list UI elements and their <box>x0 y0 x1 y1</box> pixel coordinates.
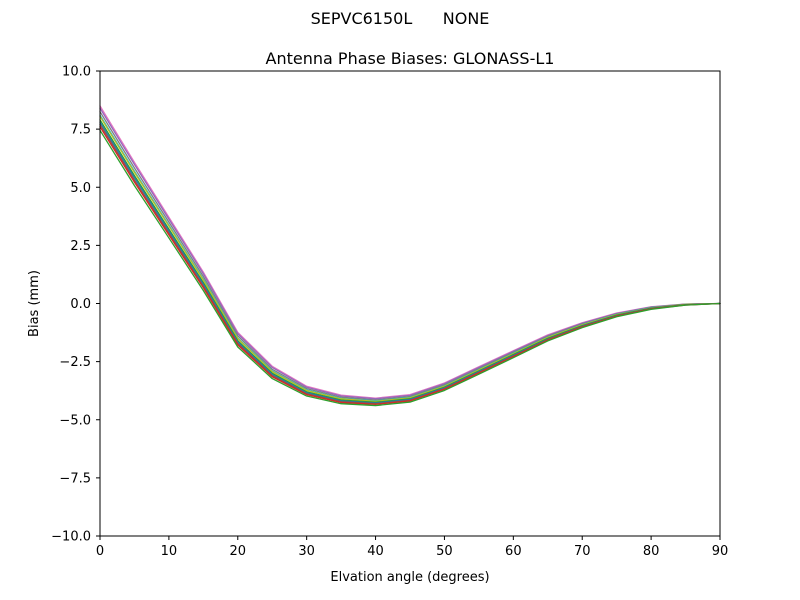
plot-border <box>99 70 721 537</box>
x-tick-label: 0 <box>96 544 104 559</box>
x-tick-label: 30 <box>298 544 315 559</box>
x-axis-label: Elvation angle (degrees) <box>330 570 489 585</box>
y-tick-label: 0.0 <box>70 297 91 312</box>
y-tick-label: 10.0 <box>62 65 91 80</box>
y-tick-label: −10.0 <box>51 530 91 545</box>
y-tick-label: 5.0 <box>70 181 91 196</box>
y-tick-label: 2.5 <box>70 239 91 254</box>
series-line-05 <box>99 115 721 403</box>
series-line-10 <box>99 129 721 407</box>
series-line-02 <box>99 107 721 400</box>
x-tick-label: 90 <box>712 544 729 559</box>
x-tick-label: 10 <box>161 544 178 559</box>
x-tick-label: 70 <box>574 544 591 559</box>
x-tick-label: 20 <box>230 544 247 559</box>
x-tick-label: 40 <box>367 544 384 559</box>
series-line-01 <box>99 105 721 399</box>
x-tick-label: 60 <box>505 544 522 559</box>
x-tick-label: 50 <box>436 544 453 559</box>
x-tick-label: 80 <box>643 544 660 559</box>
figure-suptitle: SEPVC6150L NONE <box>310 9 490 28</box>
y-tick-label: −7.5 <box>59 471 91 486</box>
y-tick-label: 7.5 <box>70 123 91 138</box>
y-axis-label: Bias (mm) <box>27 270 42 337</box>
y-tick-label: −5.0 <box>59 413 91 428</box>
y-tick-label: −2.5 <box>59 355 91 370</box>
chart-title: Antenna Phase Biases: GLONASS-L1 <box>265 49 555 68</box>
